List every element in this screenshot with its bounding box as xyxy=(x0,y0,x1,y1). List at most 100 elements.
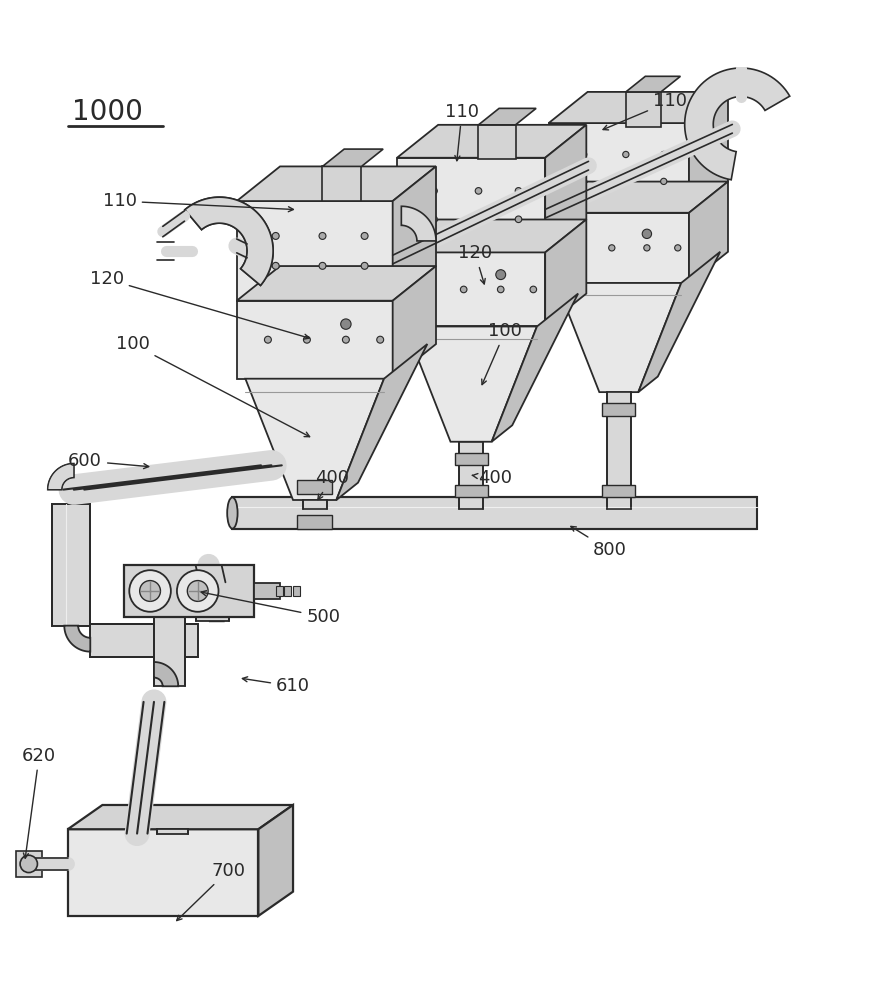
Polygon shape xyxy=(198,595,224,621)
Polygon shape xyxy=(454,453,487,465)
Circle shape xyxy=(496,270,506,280)
Polygon shape xyxy=(545,219,586,326)
Polygon shape xyxy=(323,149,383,166)
Polygon shape xyxy=(232,497,757,529)
Polygon shape xyxy=(303,500,327,509)
Circle shape xyxy=(361,232,368,239)
Circle shape xyxy=(343,336,350,343)
Text: 110: 110 xyxy=(603,92,687,130)
Polygon shape xyxy=(626,92,661,127)
Circle shape xyxy=(515,188,521,194)
Polygon shape xyxy=(297,515,332,529)
Polygon shape xyxy=(405,326,537,442)
Text: 800: 800 xyxy=(571,526,626,559)
Circle shape xyxy=(187,581,208,601)
Circle shape xyxy=(272,232,279,239)
Polygon shape xyxy=(548,213,689,283)
Circle shape xyxy=(661,151,667,158)
Text: 610: 610 xyxy=(242,677,310,695)
Polygon shape xyxy=(337,344,427,500)
Text: 120: 120 xyxy=(90,270,310,339)
Polygon shape xyxy=(48,464,74,490)
Polygon shape xyxy=(638,252,720,392)
Circle shape xyxy=(574,245,580,251)
Polygon shape xyxy=(297,480,332,494)
Circle shape xyxy=(319,262,326,269)
Circle shape xyxy=(644,245,650,251)
Text: 500: 500 xyxy=(201,591,340,626)
Polygon shape xyxy=(459,442,483,509)
Circle shape xyxy=(431,216,438,223)
Circle shape xyxy=(623,178,629,185)
Polygon shape xyxy=(548,182,728,213)
Circle shape xyxy=(377,336,384,343)
Circle shape xyxy=(515,216,521,223)
Circle shape xyxy=(140,581,160,601)
Polygon shape xyxy=(397,125,586,158)
Circle shape xyxy=(530,286,536,293)
Text: 110: 110 xyxy=(103,192,293,212)
Text: 400: 400 xyxy=(315,469,349,500)
Polygon shape xyxy=(236,266,436,301)
Polygon shape xyxy=(154,662,178,686)
Polygon shape xyxy=(245,379,384,500)
Polygon shape xyxy=(545,125,586,252)
Polygon shape xyxy=(479,108,536,125)
Circle shape xyxy=(129,570,171,612)
Text: 1000: 1000 xyxy=(72,98,143,126)
Polygon shape xyxy=(258,805,293,916)
Polygon shape xyxy=(154,617,185,686)
Polygon shape xyxy=(689,182,728,283)
Circle shape xyxy=(642,229,651,239)
Text: 100: 100 xyxy=(481,322,522,385)
Polygon shape xyxy=(689,92,728,213)
Circle shape xyxy=(264,336,271,343)
Polygon shape xyxy=(626,76,680,92)
Circle shape xyxy=(623,151,629,158)
Polygon shape xyxy=(196,582,229,621)
Polygon shape xyxy=(293,586,300,596)
Polygon shape xyxy=(91,624,198,657)
Circle shape xyxy=(581,151,587,158)
Polygon shape xyxy=(392,266,436,379)
Text: 400: 400 xyxy=(472,469,512,487)
Polygon shape xyxy=(185,197,273,285)
Polygon shape xyxy=(48,464,74,490)
Polygon shape xyxy=(157,829,188,834)
Text: 620: 620 xyxy=(22,747,56,858)
Circle shape xyxy=(177,570,219,612)
Polygon shape xyxy=(548,123,689,213)
Text: 110: 110 xyxy=(445,103,479,161)
Polygon shape xyxy=(65,626,91,652)
Polygon shape xyxy=(607,392,631,509)
Circle shape xyxy=(431,188,438,194)
Polygon shape xyxy=(236,201,392,301)
Polygon shape xyxy=(68,829,258,916)
Polygon shape xyxy=(603,485,636,497)
Circle shape xyxy=(20,855,37,873)
Circle shape xyxy=(303,336,310,343)
Polygon shape xyxy=(397,252,545,326)
Polygon shape xyxy=(16,851,42,877)
Circle shape xyxy=(423,286,430,293)
Polygon shape xyxy=(68,805,293,829)
Polygon shape xyxy=(397,219,586,252)
Polygon shape xyxy=(685,68,790,180)
Circle shape xyxy=(361,262,368,269)
Polygon shape xyxy=(185,197,273,285)
Text: 600: 600 xyxy=(68,452,149,470)
Text: 120: 120 xyxy=(458,244,492,284)
Circle shape xyxy=(475,188,482,194)
Circle shape xyxy=(661,178,667,185)
Circle shape xyxy=(475,216,482,223)
Ellipse shape xyxy=(228,497,237,529)
Polygon shape xyxy=(479,125,515,159)
Text: 700: 700 xyxy=(177,862,245,921)
Polygon shape xyxy=(492,294,578,442)
Circle shape xyxy=(460,286,467,293)
Polygon shape xyxy=(392,166,436,301)
Polygon shape xyxy=(603,403,636,416)
Polygon shape xyxy=(323,166,362,201)
Circle shape xyxy=(319,232,326,239)
Polygon shape xyxy=(454,485,487,497)
